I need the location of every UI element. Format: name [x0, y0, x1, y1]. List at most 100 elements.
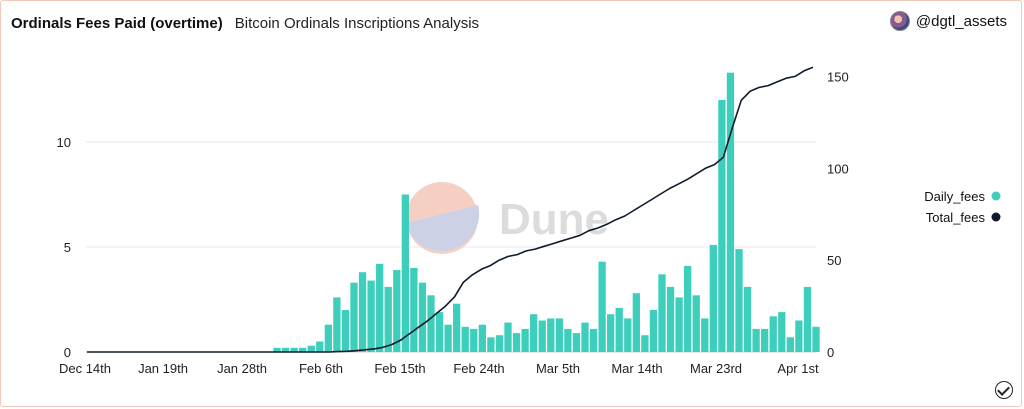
- daily-fees-bar[interactable]: [281, 347, 290, 352]
- right-axis-tick: 150: [827, 69, 849, 84]
- daily-fees-bar[interactable]: [333, 297, 341, 352]
- daily-fees-bar[interactable]: [581, 322, 589, 352]
- legend-swatch[interactable]: [991, 191, 1001, 201]
- legend: Daily_fees Total_fees: [924, 189, 1001, 225]
- daily-fees-bar[interactable]: [701, 318, 709, 352]
- x-axis-tick: Mar 5th: [536, 361, 580, 376]
- daily-fees-bar[interactable]: [384, 286, 392, 352]
- daily-fees-bar[interactable]: [589, 328, 598, 352]
- legend-label[interactable]: Daily_fees: [924, 189, 985, 204]
- left-axis-ticks: 0 5 10: [57, 135, 71, 360]
- daily-fees-bar[interactable]: [444, 324, 452, 352]
- x-axis-tick: Feb 15th: [374, 361, 425, 376]
- daily-fees-bar[interactable]: [718, 100, 726, 352]
- daily-fees-bar[interactable]: [495, 335, 504, 352]
- daily-fees-bar[interactable]: [401, 194, 409, 353]
- daily-fees-bar[interactable]: [795, 320, 803, 353]
- daily-fees-bar[interactable]: [358, 272, 367, 352]
- daily-fees-bar[interactable]: [470, 328, 478, 352]
- chart-title: Ordinals Fees Paid (overtime): [11, 14, 223, 32]
- daily-fees-bar[interactable]: [572, 333, 581, 352]
- daily-fees-bar[interactable]: [786, 337, 794, 352]
- daily-fees-bar[interactable]: [761, 328, 769, 352]
- daily-fees-bar[interactable]: [658, 274, 666, 352]
- daily-fees-bar[interactable]: [478, 324, 486, 352]
- legend-swatch[interactable]: [991, 212, 1001, 222]
- daily-fees-bar[interactable]: [649, 310, 658, 352]
- daily-fees-bar[interactable]: [427, 295, 435, 352]
- watermark-logo-bottom: [406, 205, 480, 252]
- total-fees-line[interactable]: [87, 66, 814, 353]
- daily-fees-bar[interactable]: [726, 72, 735, 352]
- daily-fees-bar[interactable]: [778, 312, 786, 352]
- daily-fees-bar[interactable]: [435, 312, 444, 352]
- daily-fees-bar[interactable]: [299, 347, 307, 352]
- daily-fees-bar[interactable]: [684, 265, 692, 352]
- daily-fees-bar[interactable]: [641, 335, 649, 352]
- check-circle-icon[interactable]: [995, 381, 1013, 399]
- daily-fees-bar[interactable]: [307, 345, 315, 352]
- avatar[interactable]: [889, 11, 910, 31]
- daily-fees-bar[interactable]: [316, 341, 324, 353]
- daily-fees-bar[interactable]: [666, 286, 675, 352]
- daily-fees-bar[interactable]: [453, 303, 461, 352]
- daily-fees-bar[interactable]: [812, 326, 820, 352]
- daily-fees-bar[interactable]: [632, 293, 640, 352]
- daily-fees-bar[interactable]: [324, 324, 332, 352]
- daily-fees-bar[interactable]: [350, 282, 358, 352]
- daily-fees-bar[interactable]: [692, 295, 700, 352]
- daily-fees-bar[interactable]: [521, 328, 529, 352]
- left-axis-tick: 10: [57, 135, 71, 150]
- daily-fees-bar[interactable]: [615, 307, 623, 352]
- chart-subtitle: Bitcoin Ordinals Inscriptions Analysis: [234, 14, 480, 32]
- x-axis-tick: Feb 6th: [299, 361, 343, 376]
- daily-fees-bar[interactable]: [675, 297, 683, 352]
- watermark-text: Dune: [499, 195, 609, 244]
- daily-fees-bar[interactable]: [735, 249, 743, 352]
- daily-fees-bar[interactable]: [555, 318, 563, 352]
- x-axis-tick: Mar 23rd: [690, 361, 742, 376]
- daily-fees-bar[interactable]: [512, 333, 521, 352]
- x-axis-tick: Apr 1st: [777, 361, 819, 376]
- daily-fees-bar[interactable]: [752, 328, 760, 352]
- right-axis-ticks: 0 50 100 150: [827, 69, 849, 360]
- x-axis-tick: Mar 14th: [611, 361, 662, 376]
- daily-fees-bar[interactable]: [487, 337, 495, 352]
- daily-fees-bar[interactable]: [393, 270, 401, 352]
- total-fees-line-group: [87, 66, 814, 353]
- daily-fees-bar[interactable]: [530, 314, 538, 352]
- daily-fees-bar[interactable]: [504, 322, 512, 352]
- daily-fees-bar[interactable]: [273, 347, 281, 352]
- daily-fees-bar[interactable]: [743, 286, 752, 352]
- dune-watermark: Dune: [406, 182, 609, 254]
- left-axis-tick: 0: [64, 345, 71, 360]
- x-axis-ticks: Dec 14th Jan 19th Jan 28th Feb 6th Feb 15th F…: [59, 361, 819, 376]
- legend-label[interactable]: Total_fees: [926, 210, 986, 225]
- daily-fees-bar[interactable]: [290, 347, 298, 352]
- user-badge[interactable]: @dgtl_assets: [889, 11, 1007, 31]
- daily-fees-bar[interactable]: [598, 261, 606, 352]
- daily-fees-bar[interactable]: [367, 280, 375, 352]
- daily-fees-bar[interactable]: [376, 263, 384, 352]
- daily-fees-bar[interactable]: [547, 318, 555, 352]
- daily-fees-bar[interactable]: [769, 316, 777, 352]
- daily-fees-bar[interactable]: [564, 328, 572, 352]
- daily-fees-bar[interactable]: [341, 310, 350, 352]
- daily-fees-bar[interactable]: [607, 314, 615, 352]
- right-axis-tick: 0: [827, 345, 834, 360]
- daily-fees-bar[interactable]: [410, 268, 418, 352]
- daily-fees-bar[interactable]: [461, 326, 469, 352]
- right-axis-tick: 100: [827, 161, 849, 176]
- daily-fees-bar[interactable]: [624, 318, 632, 352]
- daily-fees-bar[interactable]: [709, 244, 717, 352]
- daily-fees-bar[interactable]: [538, 320, 546, 353]
- right-axis-tick: 50: [827, 253, 841, 268]
- daily-fees-bar[interactable]: [803, 286, 812, 352]
- x-axis-tick: Jan 28th: [217, 361, 267, 376]
- daily-fees-bars: [273, 72, 820, 353]
- x-axis-tick: Dec 14th: [59, 361, 111, 376]
- chart-header: Ordinals Fees Paid (overtime) Bitcoin Or…: [11, 12, 479, 34]
- daily-fees-bar[interactable]: [418, 282, 427, 352]
- user-handle[interactable]: @dgtl_assets: [915, 12, 1007, 30]
